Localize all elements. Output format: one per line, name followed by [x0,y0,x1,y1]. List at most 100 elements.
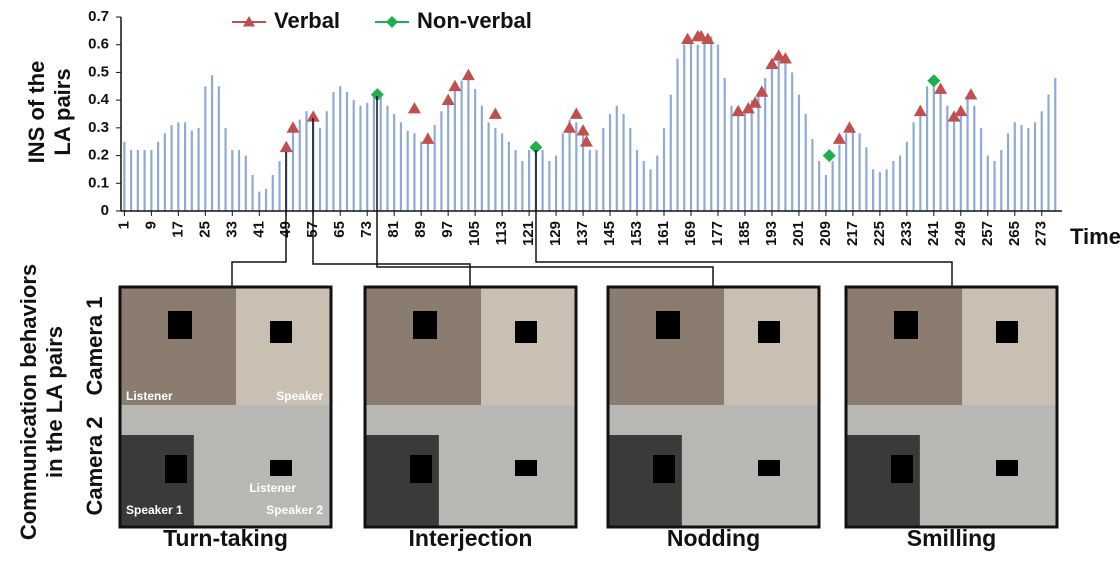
bar [406,130,409,211]
x-tick-label: 177 [709,221,726,246]
bar [750,100,753,211]
marker [569,107,583,119]
bar [163,133,166,211]
panel-border [606,285,821,529]
x-tick-label: 193 [763,221,780,246]
bar [399,122,403,211]
bar [770,64,774,211]
bar [474,89,477,211]
bar [669,94,672,211]
bar [251,174,254,211]
bar [743,111,747,211]
bar [541,150,544,211]
y-tick-label: 0 [101,202,109,219]
x-tick-label: 273 [1033,221,1050,246]
marker [694,29,708,42]
bar [818,161,821,211]
bar [845,133,848,211]
x-tick-label: 153 [628,221,645,246]
marker [421,132,435,144]
marker [934,82,948,94]
legend-label: Non-verbal [417,8,532,33]
bar [595,150,598,211]
bar [210,75,214,211]
bar [244,155,247,211]
bar [352,100,355,211]
marker [822,149,836,163]
marker [741,101,755,114]
face-mask [165,455,187,483]
x-tick-label: 1 [115,221,132,229]
panel-border [118,285,333,529]
x-tick-label: 17 [169,221,186,238]
bar [1027,127,1030,211]
photo-panels: Communication behaviors in the LA pairs Ca… [16,264,1059,551]
x-tick-label: 137 [574,221,591,246]
bar [696,44,699,211]
face-mask [653,455,675,483]
bar [1040,111,1043,211]
marker [306,110,320,122]
x-tick-label: 225 [871,221,888,246]
marker [843,121,857,133]
speaker-label: Speaker [276,389,323,403]
panel-caption: Nodding [667,525,760,551]
y-tick-label: 0.3 [88,119,109,136]
bar [1047,94,1050,211]
face-mask [410,455,432,483]
bar [737,114,740,211]
connectors [231,96,953,287]
x-tick-label: 201 [790,221,807,246]
bar [683,44,686,211]
x-tick-label: 129 [547,221,564,246]
bar [150,150,153,211]
face-mask [996,321,1018,343]
bar [298,119,301,211]
speaker-label: Speaker 1 [126,503,183,517]
x-tick-label: 41 [250,221,267,238]
bar [952,119,956,211]
bar [231,150,234,211]
y-tick-label: 0.2 [88,147,109,164]
speaker-label: Listener [126,389,173,403]
marker [954,104,968,117]
x-tick-label: 81 [385,221,402,238]
bar [271,174,274,211]
bar [925,86,929,211]
bar [858,133,861,211]
marker [947,110,961,122]
connector [535,150,953,287]
bar [561,133,564,211]
connector [312,118,471,287]
face-mask [515,460,537,476]
y-tick-label: 0.4 [88,91,110,108]
connector [376,96,714,287]
bar [608,114,612,211]
legend-marker [386,16,398,28]
bar [622,114,625,211]
x-tick-label: 185 [736,221,753,246]
x-tick-label: 209 [817,221,834,246]
bar [460,80,463,211]
camera1-wall [724,287,819,405]
y-axis-title: LA pairs [50,68,75,155]
marker [579,135,593,147]
bar [258,191,261,211]
bar [588,150,591,211]
face-mask [270,321,292,343]
bar [872,169,875,211]
bar [629,127,632,211]
bar [204,86,207,211]
chart: 00.10.20.30.40.50.60.71 9 17 25 33 41 49 57 65 73… [24,8,1120,249]
x-tick-label: 265 [1006,221,1023,246]
bar [824,174,828,211]
bar [393,114,396,211]
bar [494,127,497,211]
bar [224,127,227,211]
face-mask [758,460,780,476]
bar [723,77,726,211]
bar [528,150,531,211]
bar [1013,122,1016,211]
bar [123,141,126,211]
